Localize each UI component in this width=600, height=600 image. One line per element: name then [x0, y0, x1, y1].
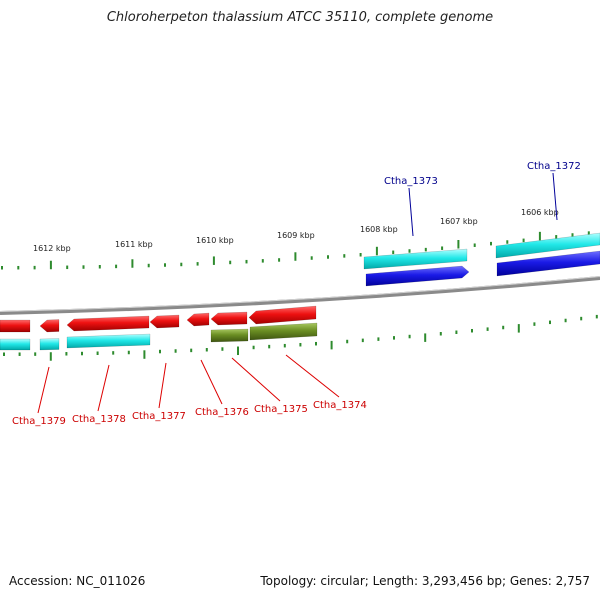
cyan-segment: [39, 338, 60, 351]
cyan-segment: [363, 248, 468, 270]
kbp-label-1610: 1610 kbp: [196, 236, 234, 245]
gene-label-ctha-1374: Ctha_1374: [313, 400, 367, 411]
gene-label-ctha-1379: Ctha_1379: [12, 416, 66, 427]
leader-ctha-1373: [408, 187, 414, 237]
leader-ctha-1376: [200, 359, 223, 405]
kbp-label-1607: 1607 kbp: [440, 217, 478, 226]
olive-segment: [210, 328, 249, 343]
gene-label-ctha-1373: Ctha_1373: [384, 176, 438, 187]
kbp-labels: 1612 kbp 1611 kbp 1610 kbp 1609 kbp 1608…: [33, 208, 559, 253]
tick-rows: [1, 231, 598, 361]
gene-ctha-1374a: [210, 311, 248, 326]
gene-ctha-1378: [39, 319, 60, 333]
genome-summary-text: Topology: circular; Length: 3,293,456 bp…: [260, 574, 590, 588]
gene-ctha-1373: [365, 265, 470, 287]
kbp-label-1608: 1608 kbp: [360, 225, 398, 234]
kbp-label-1609: 1609 kbp: [277, 231, 315, 240]
genome-backbone-highlight: [0, 276, 600, 312]
gene-ctha-1372: [496, 250, 600, 277]
gene-labels-top: Ctha_1373 Ctha_1372: [384, 161, 581, 187]
gene-ctha-1374: [248, 305, 317, 325]
kbp-label-1612: 1612 kbp: [33, 244, 71, 253]
cyan-segment: [66, 333, 151, 349]
gene-label-ctha-1376: Ctha_1376: [195, 407, 249, 418]
gene-label-ctha-1378: Ctha_1378: [72, 414, 126, 425]
leader-ctha-1378: [97, 364, 110, 412]
gene-ctha-1377: [66, 315, 150, 332]
leader-ctha-1377: [158, 362, 167, 409]
map-title: Chloroherpeton thalassium ATCC 35110, co…: [106, 10, 494, 25]
cyan-segment: [495, 232, 600, 259]
leader-ctha-1379: [37, 366, 50, 414]
gene-ctha-1375: [186, 312, 210, 327]
cyan-segment: [0, 338, 31, 351]
genome-backbone: [0, 276, 600, 315]
gene-label-ctha-1377: Ctha_1377: [132, 411, 186, 422]
kbp-label-1606: 1606 kbp: [521, 208, 559, 217]
kbp-label-1611: 1611 kbp: [115, 240, 153, 249]
gene-features: [0, 232, 600, 351]
gene-labels-bottom: Ctha_1379 Ctha_1378 Ctha_1377 Ctha_1376 …: [12, 400, 367, 427]
gene-ctha-1376: [149, 314, 180, 329]
gene-label-ctha-1372: Ctha_1372: [527, 161, 581, 172]
accession-text: Accession: NC_011026: [9, 574, 146, 588]
leader-ctha-1374: [285, 354, 340, 398]
leader-ctha-1372: [552, 172, 558, 221]
leader-lines-top: [408, 172, 558, 237]
leader-ctha-1375: [231, 357, 281, 402]
olive-segment: [249, 322, 318, 341]
gene-ctha-1379: [0, 319, 31, 333]
gene-label-ctha-1375: Ctha_1375: [254, 404, 308, 415]
leader-lines-bottom: [37, 354, 340, 414]
